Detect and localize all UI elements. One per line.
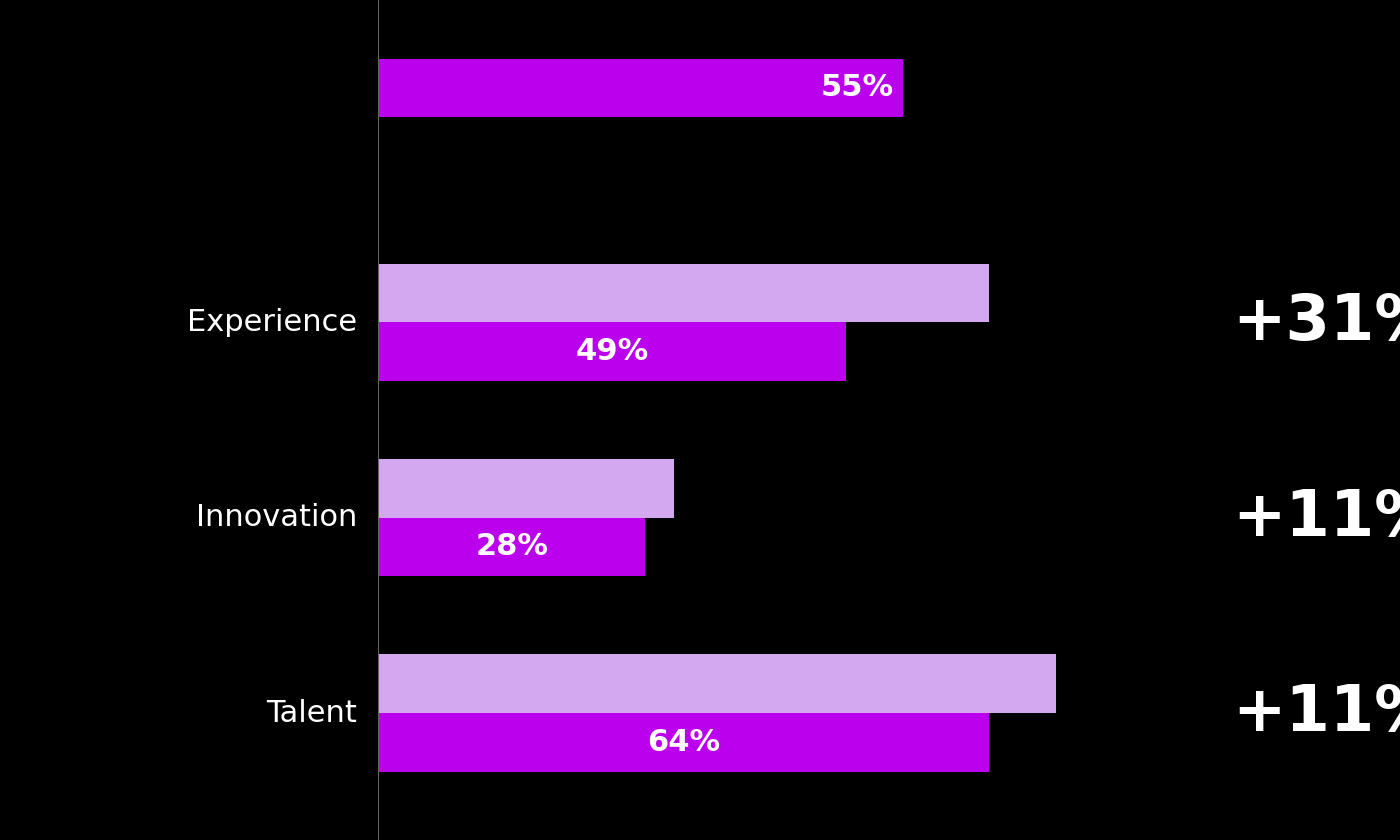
Text: 28%: 28% <box>475 533 549 561</box>
Text: 55%: 55% <box>820 73 893 102</box>
Text: Innovation: Innovation <box>196 503 357 533</box>
Bar <box>378 59 903 118</box>
Bar <box>378 713 990 772</box>
Bar <box>378 459 675 517</box>
Text: +11%: +11% <box>1232 486 1400 549</box>
Text: +31%: +31% <box>1232 291 1400 354</box>
Bar <box>378 323 846 381</box>
Text: 64%: 64% <box>994 279 1067 307</box>
Text: +11%: +11% <box>1232 682 1400 744</box>
Text: Talent: Talent <box>266 699 357 727</box>
Bar <box>378 654 1056 713</box>
Bar <box>378 517 645 576</box>
Text: 49%: 49% <box>575 337 648 366</box>
Text: 31%: 31% <box>679 474 752 503</box>
Text: 64%: 64% <box>647 727 720 757</box>
Text: 71%: 71% <box>1061 669 1134 698</box>
Bar <box>378 264 990 323</box>
Text: Experience: Experience <box>186 307 357 337</box>
